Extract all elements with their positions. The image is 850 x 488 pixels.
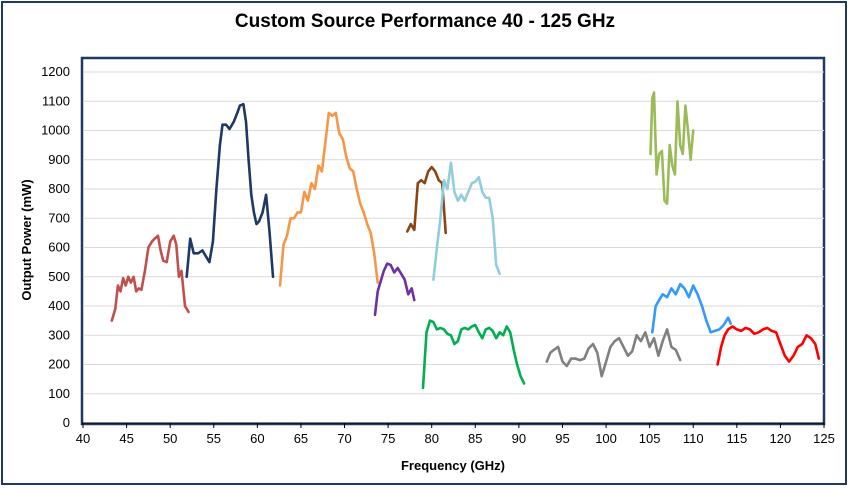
plot-area-border	[80, 56, 826, 426]
series-line-source-6	[405, 165, 448, 235]
series-line-source-5	[421, 319, 526, 390]
x-tick-label: 100	[595, 431, 617, 446]
y-tick-label: 1000	[41, 123, 70, 138]
x-tick-label: 65	[294, 431, 308, 446]
series-line-source-2	[185, 102, 275, 279]
series-line-source-7	[432, 161, 502, 282]
gridlines	[83, 71, 824, 395]
y-tick-label: 900	[48, 152, 70, 167]
y-tick-label: 1100	[42, 93, 70, 108]
series-line-source-9	[650, 282, 733, 334]
x-tick-label: 70	[337, 431, 351, 446]
y-tick-label: 1200	[41, 64, 70, 79]
y-tick-label: 600	[48, 240, 70, 255]
y-tick-label: 700	[48, 210, 70, 225]
y-axis-ticks: 0 100 200 300 400 500 600 700 800 900 1000 1100 1200	[41, 64, 70, 430]
x-tick-label: 80	[424, 431, 438, 446]
y-tick-label: 100	[48, 386, 70, 401]
x-tick-label: 105	[639, 431, 661, 446]
y-tick-label: 200	[48, 357, 70, 372]
x-tick-label: 50	[163, 431, 177, 446]
series-line-source-4	[373, 262, 416, 317]
x-tick-label: 115	[726, 431, 747, 446]
y-tick-label: 0	[63, 415, 70, 430]
y-tick-label: 500	[48, 269, 70, 284]
chart-title: Custom Source Performance 40 - 125 GHz	[234, 11, 616, 32]
series-line-source-8	[545, 328, 682, 378]
y-axis-title: Output Power (mW)	[19, 179, 34, 300]
x-tick-label: 125	[813, 431, 835, 446]
series-line-source-1	[110, 234, 190, 322]
x-tick-label: 60	[250, 431, 264, 446]
series-line-source-3	[278, 111, 380, 287]
x-tick-label: 120	[770, 431, 792, 446]
x-tick-label: 55	[207, 431, 221, 446]
x-tick-label: 45	[119, 431, 133, 446]
x-tick-label: 95	[555, 431, 569, 446]
x-tick-label: 85	[468, 431, 482, 446]
x-axis-title: Frequency (GHz)	[401, 458, 505, 473]
y-tick-label: 300	[48, 327, 70, 342]
x-tick-label: 40	[76, 431, 90, 446]
x-tick-label: 110	[683, 431, 704, 446]
series-line-source-10	[649, 91, 695, 205]
x-axis-ticks: 40 45 50 55 60 65 70 75 80 85 90 95 100 105 110 115 120 1…	[76, 423, 835, 446]
y-tick-label: 800	[48, 181, 70, 196]
series-group	[110, 91, 821, 390]
x-tick-label: 75	[381, 431, 395, 446]
x-tick-label: 90	[512, 431, 526, 446]
y-tick-label: 400	[48, 298, 70, 313]
series-line-source-11	[716, 325, 821, 366]
